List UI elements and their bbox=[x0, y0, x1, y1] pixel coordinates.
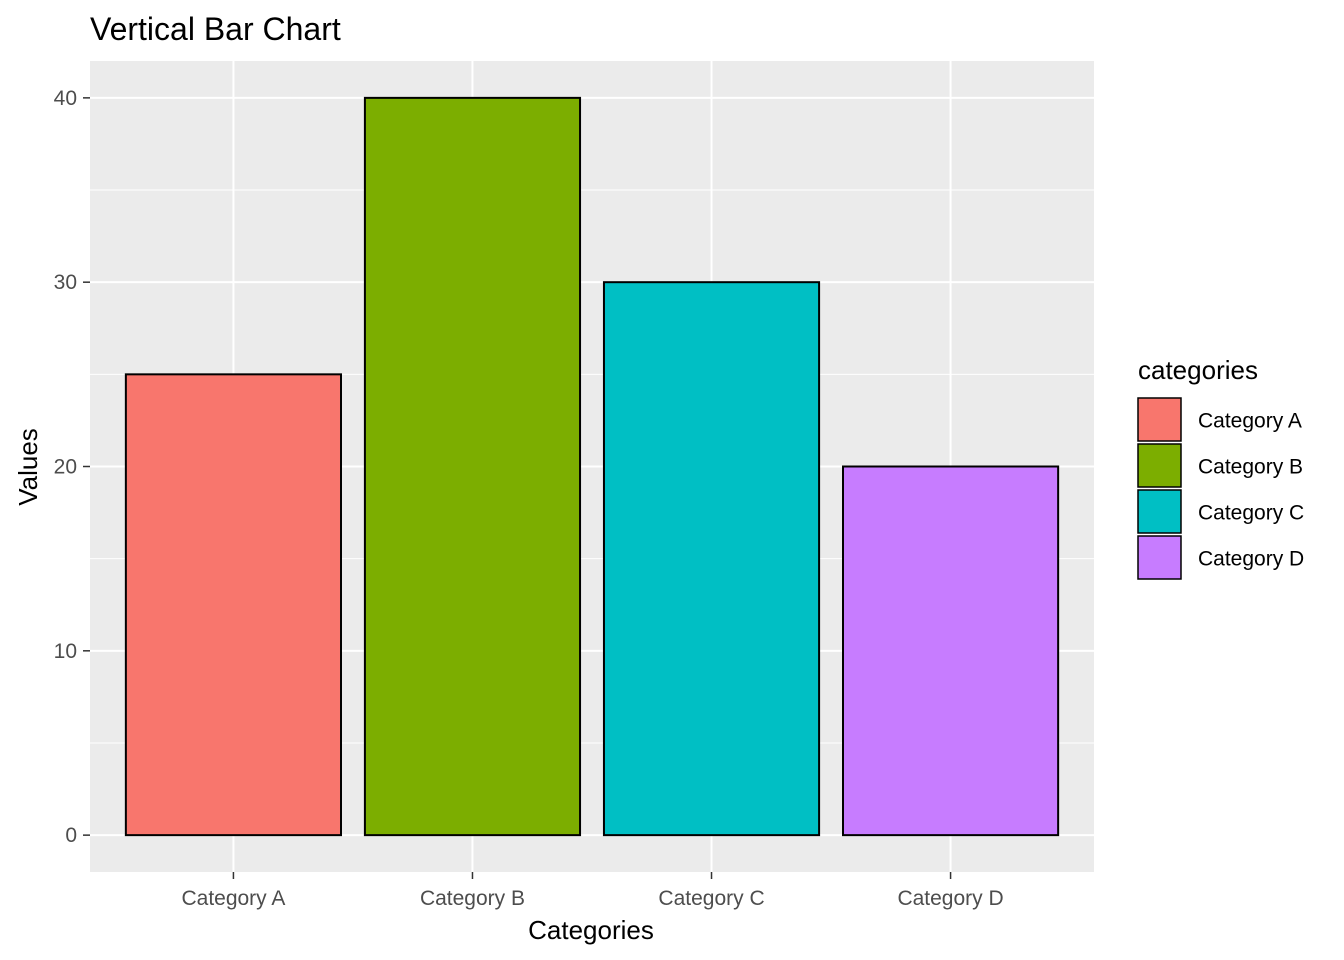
bars-group bbox=[124, 96, 1060, 837]
bar-category-b bbox=[363, 96, 582, 837]
legend-label: Category C bbox=[1198, 502, 1304, 525]
x-tick-label: Category D bbox=[897, 887, 1003, 910]
y-tick-label: 30 bbox=[54, 271, 77, 294]
bar-category-c bbox=[602, 281, 821, 837]
y-tick-label: 20 bbox=[54, 456, 77, 479]
y-axis: 0 10 20 30 40 bbox=[54, 87, 90, 847]
legend: categories Category A Category B Category … bbox=[1137, 355, 1304, 580]
x-tick-label: Category C bbox=[658, 887, 764, 910]
legend-key bbox=[1137, 535, 1182, 580]
y-axis-title: Values bbox=[13, 428, 43, 506]
legend-label: Category B bbox=[1198, 456, 1303, 479]
x-tick-label: Category A bbox=[181, 887, 285, 910]
legend-label: Category A bbox=[1198, 410, 1302, 433]
chart-title: Vertical Bar Chart bbox=[90, 11, 341, 47]
bar-category-d bbox=[842, 465, 1060, 837]
y-tick-label: 0 bbox=[65, 824, 77, 847]
y-tick-label: 10 bbox=[54, 640, 77, 663]
x-axis-title: Categories bbox=[528, 915, 654, 945]
x-axis: Category A Category B Category C Category D bbox=[181, 872, 1004, 910]
legend-title: categories bbox=[1138, 355, 1258, 385]
legend-label: Category D bbox=[1198, 548, 1304, 571]
x-tick-label: Category B bbox=[420, 887, 525, 910]
legend-key bbox=[1137, 443, 1182, 488]
legend-key bbox=[1137, 489, 1182, 534]
bar-category-a bbox=[124, 373, 342, 837]
legend-key bbox=[1137, 397, 1182, 442]
y-tick-label: 40 bbox=[54, 87, 77, 110]
